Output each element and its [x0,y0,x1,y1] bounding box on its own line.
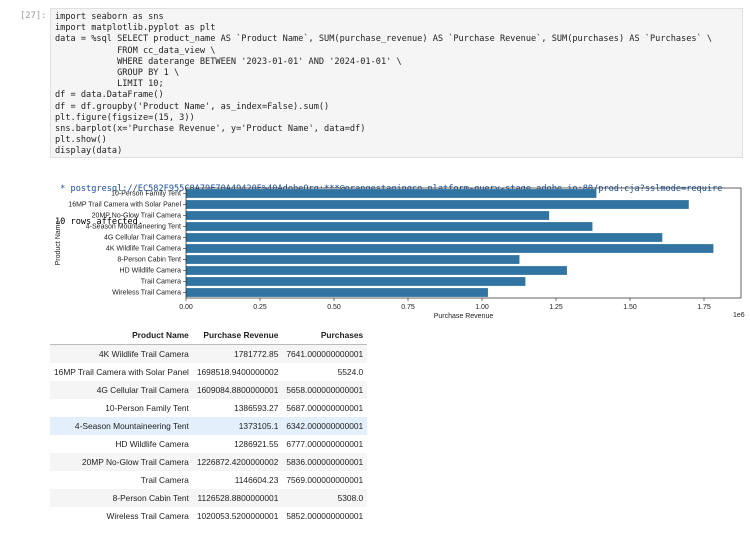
bar [186,189,597,198]
code-line: WHERE daterange BETWEEN '2023-01-01' AND… [55,56,402,67]
y-tick-label: 10-Person Family Tent [111,190,181,197]
y-tick-label: 20MP No-Glow Trail Camera [92,212,181,219]
code-cell[interactable]: import seaborn as sns import matplotlib.p… [50,8,743,158]
table-cell: 1698518.9400000002 [196,367,279,377]
table-cell: 5836.000000000001 [286,457,364,467]
y-tick-label: Wireless Trail Camera [112,289,181,296]
table-cell: 6342.000000000001 [286,421,364,431]
table-cell: 20MP No-Glow Trail Camera [81,457,189,467]
table-cell: Wireless Trail Camera [106,511,189,521]
table-cell: 4-Season Mountaineering Tent [74,421,189,431]
x-axis-label: Purchase Revenue [434,313,494,320]
data-table: Product Name Purchase Revenue Purchases 4K … [50,326,368,525]
chart: 10-Person Family Tent 16MP Trail Camera w… [55,187,745,320]
cell-output: * postgresql://EC582F955C8A79F70A49420E%… [55,162,722,250]
table-cell: 7569.000000000001 [286,475,364,485]
code-line: plt.show() [55,135,107,146]
code-line: df = data.DataFrame() [55,90,164,101]
table-cell: 1386593.27 [234,403,279,413]
y-tick-label: 4G Cellular Trail Camera [104,234,181,241]
connection-line: * postgresql://EC582F955C8A79F70A49420E%… [55,184,723,194]
table-cell: 5658.000000000001 [286,385,364,395]
code-line: import seaborn as sns [55,12,164,22]
table-cell: 1781772.85 [234,349,279,359]
table-cell: 4G Cellular Trail Camera [96,385,189,395]
code-line: sns.barplot(x='Purchase Revenue', y='Pro… [55,124,366,135]
table-row: 20MP No-Glow Trail Camera 1226872.4200000… [50,453,368,471]
column-header: Purchases [282,326,368,345]
x-tick-label: 0.00 [179,304,193,311]
table-cell: 5852.000000000001 [286,511,364,521]
y-tick-label: 4-Season Mountaineering Tent [86,223,181,230]
x-tick-label: 1.50 [623,304,637,311]
bar [186,200,689,209]
status-line: 10 rows affected. [55,217,143,227]
x-offset-label: 1e6 [733,312,745,319]
table-cell: 1286921.55 [234,439,279,449]
y-tick-label: HD Wildlife Camera [120,267,182,274]
table-row: Wireless Trail Camera 1020053.5200000001 5… [50,507,367,525]
table-row: 4G Cellular Trail Camera 1609084.88000000… [50,381,368,399]
table-cell: HD Wildlife Camera [115,439,189,449]
column-header: Product Name [50,326,193,345]
table-cell: 1226872.4200000002 [196,457,279,467]
bar [186,277,526,286]
code-line: GROUP BY 1 \ [55,68,180,79]
code-line: import matplotlib.pyplot as plt [55,23,216,34]
x-tick-label: 0.25 [253,304,267,311]
bar [186,255,520,264]
table-cell: 5524.0 [337,367,364,377]
x-tick-label: 1.75 [697,304,711,311]
column-header: Purchase Revenue [192,326,283,345]
table-cell: 7641.000000000001 [286,349,364,359]
table-cell: 5308.0 [337,493,364,503]
code-line: data = %sql SELECT product_name AS `Prod… [55,34,713,45]
table-row: 10-Person Family Tent 1386593.27 5687.0000… [50,399,367,417]
table-row: HD Wildlife Camera 1286921.55 6777.0000000… [50,435,367,453]
table-cell: 1373105.1 [238,421,279,431]
x-tick-label: 1.25 [549,304,563,311]
x-tick-label: 1.00 [475,304,489,311]
x-tick-label: 0.50 [327,304,341,311]
y-tick-label: 8-Person Cabin Tent [117,256,181,263]
plot-frame [185,187,742,299]
table-cell: 1146604.23 [234,475,279,485]
bar [186,244,714,253]
code-line: LIMIT 10; [55,79,164,90]
code-line: display(data) [55,146,123,157]
table-cell: 8-Person Cabin Tent [112,493,189,503]
table-cell: 1020053.5200000001 [196,511,279,521]
code-line: df = df.groupby('Product Name', as_index… [55,101,330,112]
bar [186,211,550,220]
table-cell: Trail Camera [140,475,189,485]
code-line: FROM cc_data_view \ [55,45,216,56]
code-line: plt.figure(figsize=(15, 3)) [55,112,195,123]
bar [186,222,593,231]
y-axis-label: Product Name [55,221,62,266]
table-row: 4K Wildlife Trail Camera 1781772.85 7641.0… [50,344,368,363]
table-cell: 1126528.8800000001 [197,493,279,503]
bar [186,288,488,297]
bar [186,266,567,275]
table-cell: 10-Person Family Tent [105,403,189,413]
table-cell: 6777.000000000001 [286,439,364,449]
table-cell: 5687.000000000001 [286,403,364,413]
table-cell: 4K Wildlife Trail Camera [99,349,189,359]
table-cell: 16MP Trail Camera with Solar Panel [54,367,189,377]
table-row: Trail Camera 1146604.23 7569.000000000001 [50,471,367,489]
y-tick-label: Trail Camera [141,278,181,285]
table-row: 4-Season Mountaineering Tent 1373105.1 634… [50,417,368,435]
table-cell: 1609084.8800000001 [196,385,279,395]
y-tick-label: 16MP Trail Camera with Solar Panel [68,201,181,208]
cell-prompt: [27]: [20,11,47,21]
bar [186,233,663,242]
y-tick-label: 4K Wildlife Trail Camera [106,245,181,252]
table-row: 8-Person Cabin Tent 1126528.8800000001 530… [50,489,368,507]
table-row: 16MP Trail Camera with Solar Panel 169851… [50,363,367,381]
x-tick-label: 0.75 [401,304,415,311]
